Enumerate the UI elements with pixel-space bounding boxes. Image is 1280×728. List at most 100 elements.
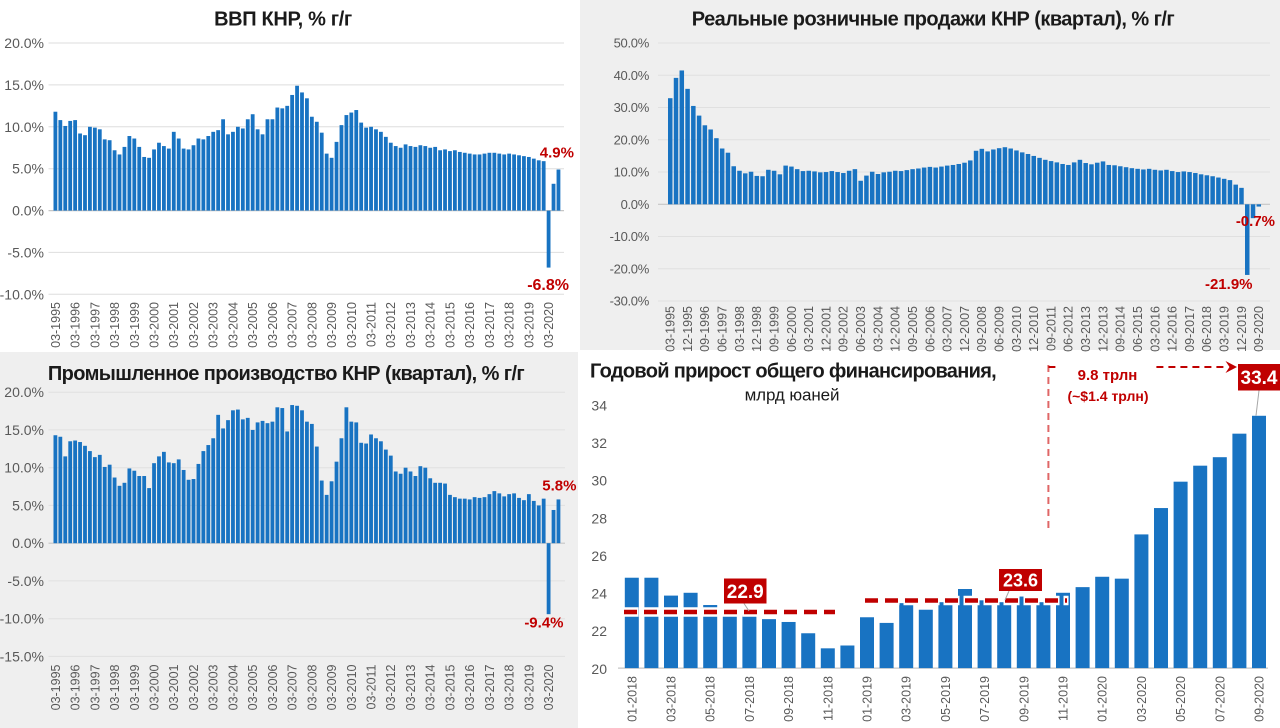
- svg-text:05-2019: 05-2019: [939, 676, 953, 722]
- svg-text:03-1996: 03-1996: [69, 302, 83, 348]
- svg-text:03-2004: 03-2004: [226, 302, 240, 348]
- svg-text:07-2019: 07-2019: [978, 676, 992, 722]
- svg-text:15.0%: 15.0%: [4, 422, 44, 438]
- svg-text:03-1999: 03-1999: [128, 664, 142, 710]
- svg-text:03-1997: 03-1997: [88, 664, 102, 710]
- svg-text:06-2009: 06-2009: [992, 306, 1006, 352]
- svg-text:03-1998: 03-1998: [733, 306, 747, 352]
- svg-text:06-1997: 06-1997: [716, 306, 730, 352]
- svg-text:20.0%: 20.0%: [4, 384, 44, 400]
- svg-text:ВВП КНР, % г/г: ВВП КНР, % г/г: [214, 9, 352, 31]
- svg-text:03-2012: 03-2012: [384, 302, 398, 348]
- svg-text:09-2005: 09-2005: [906, 306, 920, 352]
- svg-text:-0.7%: -0.7%: [1236, 213, 1275, 230]
- svg-text:03-2006: 03-2006: [266, 664, 280, 710]
- svg-text:03-1999: 03-1999: [128, 302, 142, 348]
- svg-text:03-2002: 03-2002: [187, 664, 201, 710]
- svg-text:26: 26: [591, 548, 607, 564]
- svg-text:03-2014: 03-2014: [424, 664, 438, 710]
- svg-text:03-1997: 03-1997: [88, 302, 102, 348]
- svg-text:03-2002: 03-2002: [187, 302, 201, 348]
- svg-text:12-2019: 12-2019: [1235, 306, 1249, 352]
- svg-text:03-2003: 03-2003: [207, 302, 221, 348]
- svg-text:03-2007: 03-2007: [286, 664, 300, 710]
- svg-text:22: 22: [591, 623, 607, 639]
- svg-text:03-2018: 03-2018: [503, 302, 517, 348]
- svg-text:05-2018: 05-2018: [704, 676, 718, 722]
- svg-text:03-2013: 03-2013: [1079, 306, 1093, 352]
- svg-text:-10.0%: -10.0%: [0, 286, 44, 302]
- svg-text:03-2020: 03-2020: [542, 664, 556, 710]
- svg-text:09-2002: 09-2002: [837, 306, 851, 352]
- svg-text:03-2010: 03-2010: [345, 302, 359, 348]
- svg-text:20.0%: 20.0%: [4, 35, 44, 51]
- svg-text:06-2018: 06-2018: [1200, 306, 1214, 352]
- svg-text:(~$1.4 трлн): (~$1.4 трлн): [1067, 388, 1148, 404]
- svg-text:30: 30: [591, 473, 607, 489]
- svg-text:03-2008: 03-2008: [305, 664, 319, 710]
- svg-text:-10.0%: -10.0%: [0, 611, 44, 627]
- svg-text:03-1995: 03-1995: [49, 664, 63, 710]
- svg-text:23.6: 23.6: [1003, 570, 1038, 590]
- svg-text:10.0%: 10.0%: [4, 460, 44, 476]
- svg-text:11-2019: 11-2019: [1057, 676, 1071, 721]
- svg-text:03-2003: 03-2003: [207, 664, 221, 710]
- svg-text:млрд юаней: млрд юаней: [745, 386, 840, 405]
- svg-text:09-2011: 09-2011: [1044, 306, 1058, 351]
- svg-text:11-2018: 11-2018: [821, 676, 835, 721]
- svg-text:03-2017: 03-2017: [483, 302, 497, 348]
- svg-text:4.9%: 4.9%: [540, 145, 574, 162]
- svg-text:Годовой прирост общего финанси: Годовой прирост общего финансирования,: [590, 361, 996, 383]
- svg-text:03-2019: 03-2019: [1218, 306, 1232, 352]
- svg-text:5.0%: 5.0%: [12, 497, 44, 513]
- svg-text:06-2006: 06-2006: [923, 306, 937, 352]
- svg-text:03-2004: 03-2004: [226, 664, 240, 710]
- svg-text:07-2018: 07-2018: [743, 676, 757, 722]
- svg-text:03-2016: 03-2016: [463, 664, 477, 710]
- svg-text:03-2012: 03-2012: [384, 664, 398, 710]
- svg-text:03-1996: 03-1996: [69, 664, 83, 710]
- svg-text:12-1998: 12-1998: [750, 306, 764, 352]
- svg-text:03-2013: 03-2013: [404, 302, 418, 348]
- svg-text:06-2012: 06-2012: [1062, 306, 1076, 352]
- svg-text:07-2020: 07-2020: [1213, 676, 1227, 722]
- svg-text:30.0%: 30.0%: [614, 100, 650, 115]
- svg-text:5.0%: 5.0%: [12, 161, 44, 177]
- svg-text:09-2008: 09-2008: [975, 306, 989, 352]
- svg-text:03-2000: 03-2000: [147, 664, 161, 710]
- svg-text:09-2014: 09-2014: [1114, 306, 1128, 352]
- svg-text:03-2011: 03-2011: [365, 664, 379, 709]
- svg-text:12-1995: 12-1995: [681, 306, 695, 352]
- svg-text:-5.0%: -5.0%: [7, 573, 44, 589]
- svg-text:-15.0%: -15.0%: [0, 648, 44, 664]
- svg-text:03-2004: 03-2004: [871, 306, 885, 352]
- svg-text:24: 24: [591, 586, 607, 602]
- svg-text:01-2020: 01-2020: [1096, 676, 1110, 722]
- svg-text:03-2010: 03-2010: [1010, 306, 1024, 352]
- svg-text:09-2017: 09-2017: [1183, 306, 1197, 352]
- svg-text:-21.9%: -21.9%: [1205, 276, 1253, 293]
- svg-text:03-2009: 03-2009: [325, 302, 339, 348]
- svg-text:09-2019: 09-2019: [1017, 676, 1031, 722]
- svg-text:Реальные розничные продажи КНР: Реальные розничные продажи КНР (квартал)…: [692, 9, 1175, 31]
- svg-text:12-2004: 12-2004: [889, 306, 903, 352]
- svg-text:03-2011: 03-2011: [365, 302, 379, 347]
- svg-text:03-1995: 03-1995: [664, 306, 678, 352]
- svg-text:09-1996: 09-1996: [698, 306, 712, 352]
- svg-text:40.0%: 40.0%: [614, 68, 650, 83]
- svg-text:12-2010: 12-2010: [1027, 306, 1041, 352]
- svg-text:33.4: 33.4: [1241, 368, 1278, 389]
- svg-text:03-2006: 03-2006: [266, 302, 280, 348]
- svg-text:0.0%: 0.0%: [12, 203, 44, 219]
- svg-text:03-2020: 03-2020: [542, 302, 556, 348]
- svg-text:03-2018: 03-2018: [665, 676, 679, 722]
- svg-text:12-2013: 12-2013: [1096, 306, 1110, 352]
- svg-text:03-2010: 03-2010: [345, 664, 359, 710]
- svg-text:03-2007: 03-2007: [286, 302, 300, 348]
- svg-text:-9.4%: -9.4%: [524, 615, 563, 632]
- svg-text:09-2020: 09-2020: [1252, 306, 1266, 352]
- svg-text:03-2005: 03-2005: [246, 302, 260, 348]
- svg-text:03-2016: 03-2016: [1148, 306, 1162, 352]
- svg-text:0.0%: 0.0%: [12, 535, 44, 551]
- svg-text:03-2018: 03-2018: [503, 664, 517, 710]
